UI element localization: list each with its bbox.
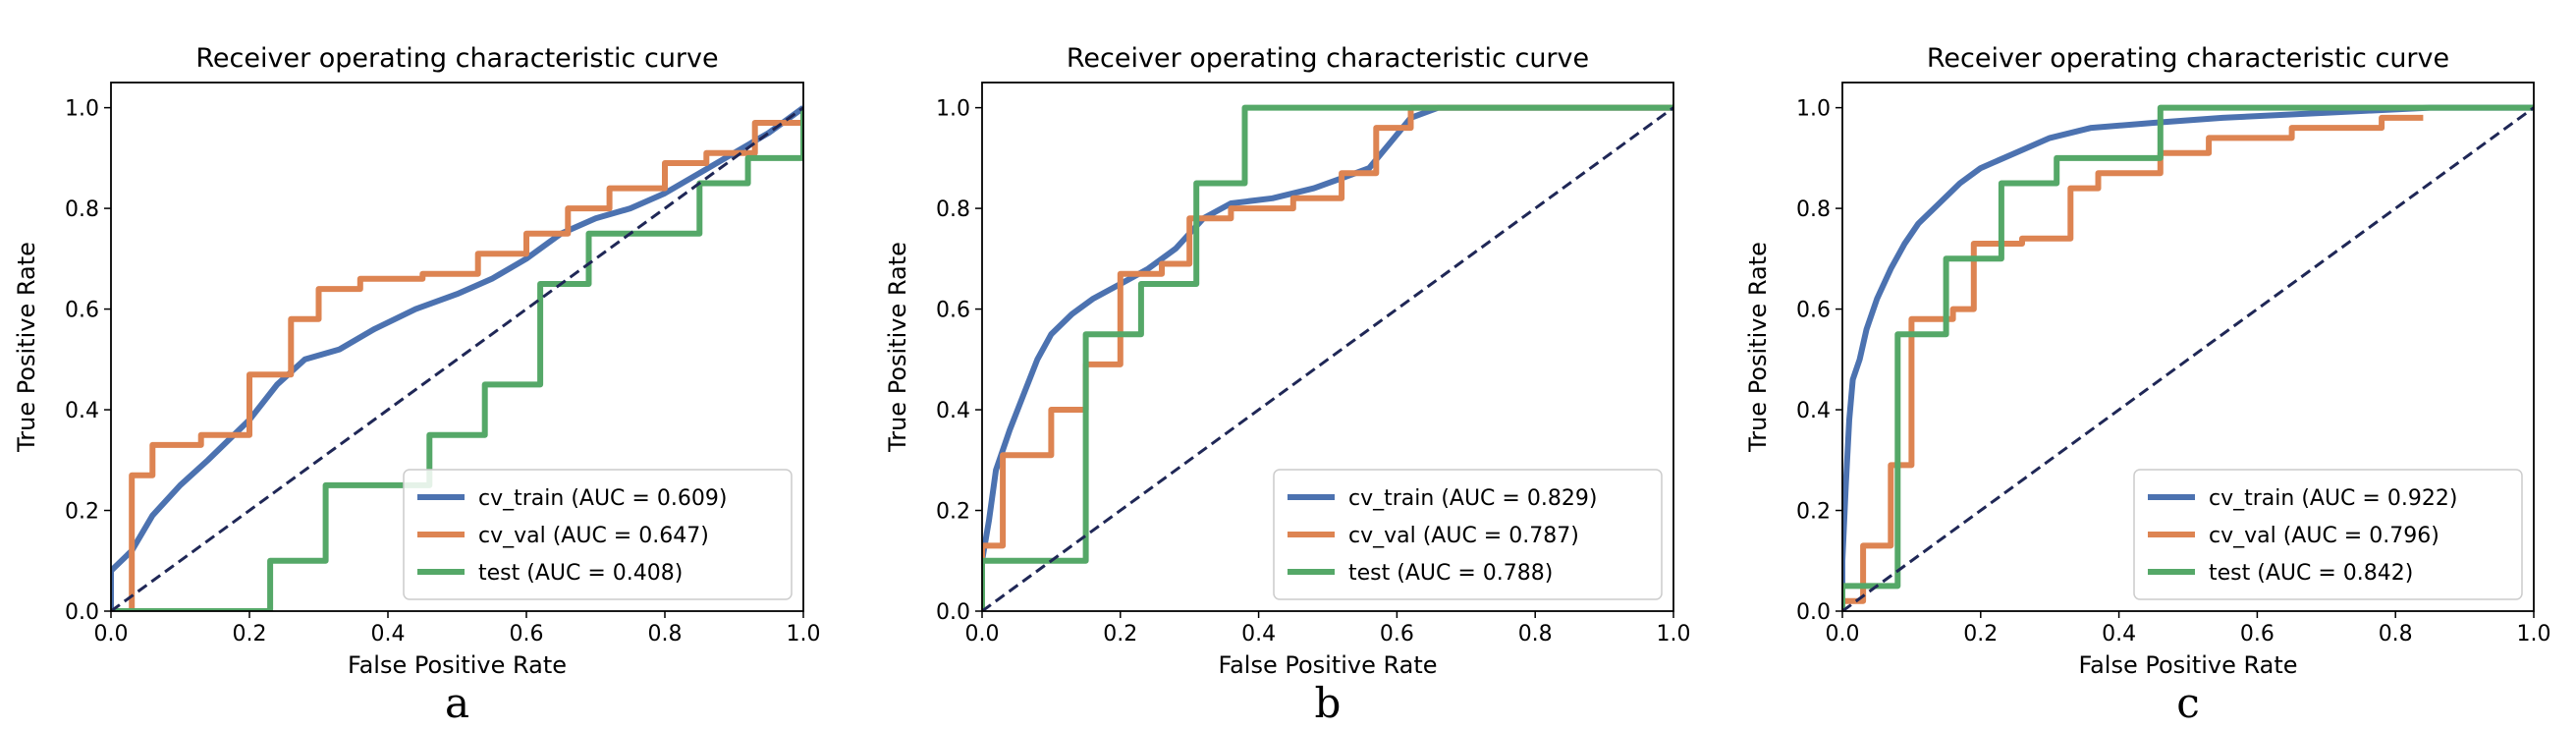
chance-diagonal-line [1842, 106, 2534, 611]
roc-line-test [111, 107, 803, 611]
y-tick-label: 1.0 [936, 97, 970, 122]
x-tick-label: 0.4 [371, 622, 406, 647]
chance-diagonal-line [111, 106, 803, 611]
y-axis-label: True Positive Rate [1744, 242, 1772, 453]
chart-title: Receiver operating characteristic curve [1927, 43, 2449, 74]
y-tick-label: 0.0 [936, 600, 970, 625]
y-tick-label: 0.8 [1796, 197, 1831, 222]
y-tick-label: 0.2 [1796, 500, 1831, 525]
y-tick-label: 1.0 [65, 97, 99, 122]
legend-label-test: test (AUC = 0.842) [2209, 561, 2413, 586]
roc-line-cv_val [1842, 114, 2424, 611]
legend-label-cv_train: cv_train (AUC = 0.829) [1348, 486, 1597, 511]
legend: cv_train (AUC = 0.922) cv_val (AUC = 0.79… [2133, 469, 2523, 600]
x-tick-label: 0.6 [1380, 622, 1414, 647]
y-tick-label: 0.6 [936, 299, 970, 323]
y-tick-label: 0.4 [936, 399, 970, 423]
chance-diagonal-line [982, 106, 1673, 611]
y-tick-label: 0.4 [65, 399, 99, 423]
y-tick-label: 0.2 [65, 500, 99, 525]
x-tick-label: 1.0 [787, 622, 821, 647]
roc-line-cv_train [982, 104, 1673, 611]
plot-area [1842, 104, 2534, 611]
y-tick-label: 0.6 [1796, 299, 1831, 323]
x-tick-label: 0.4 [1241, 622, 1276, 647]
x-axis-label: False Positive Rate [1218, 651, 1437, 679]
x-tick-label: 1.0 [1657, 622, 1691, 647]
y-tick-label: 0.2 [936, 500, 970, 525]
legend-label-cv_train: cv_train (AUC = 0.609) [478, 486, 727, 511]
legend-label-test: test (AUC = 0.788) [1348, 561, 1553, 586]
y-tick-label: 0.4 [1796, 399, 1831, 423]
roc-panel-b: Receiver operating characteristic curve 0… [884, 43, 1691, 727]
axes-frame [110, 82, 804, 612]
y-tick-label: 0.0 [1796, 600, 1831, 625]
roc-line-cv_val [111, 107, 803, 611]
y-tick-label: 1.0 [1796, 97, 1831, 122]
x-tick-label: 0.2 [233, 622, 267, 647]
roc-panel-c: Receiver operating characteristic curve 0… [1744, 43, 2551, 727]
plot-area [111, 105, 803, 611]
legend-box [1273, 469, 1663, 600]
x-axis-label: False Positive Rate [348, 651, 567, 679]
chart-title: Receiver operating characteristic curve [1067, 43, 1589, 74]
roc-line-test [1842, 104, 2534, 611]
x-tick-label: 0.8 [648, 622, 683, 647]
x-axis-label: False Positive Rate [2078, 651, 2297, 679]
legend-box [403, 469, 793, 600]
roc-line-cv_train [1842, 104, 2534, 611]
panel-label: a [445, 679, 469, 727]
x-tick-label: 0.6 [2240, 622, 2275, 647]
y-axis-label: True Positive Rate [13, 242, 40, 453]
chart-title: Receiver operating characteristic curve [195, 43, 718, 74]
plot-area [982, 104, 1673, 611]
roc-line-cv_train [111, 105, 803, 611]
x-tick-label: 0.6 [510, 622, 544, 647]
y-tick-label: 0.8 [936, 197, 970, 222]
legend: cv_train (AUC = 0.829) cv_val (AUC = 0.78… [1273, 469, 1663, 600]
x-tick-label: 0.0 [965, 622, 1000, 647]
legend-label-cv_train: cv_train (AUC = 0.922) [2209, 486, 2457, 511]
axes-frame [1841, 82, 2535, 612]
x-tick-label: 0.0 [1826, 622, 1860, 647]
x-tick-label: 0.0 [94, 622, 129, 647]
x-tick-label: 0.8 [2379, 622, 2413, 647]
legend-label-cv_val: cv_val (AUC = 0.796) [2209, 524, 2439, 548]
x-tick-label: 0.4 [2102, 622, 2136, 647]
legend-label-cv_val: cv_val (AUC = 0.647) [478, 524, 709, 548]
axes-frame [981, 82, 1674, 612]
y-tick-label: 0.0 [65, 600, 99, 625]
x-tick-label: 0.2 [1103, 622, 1137, 647]
x-tick-label: 0.2 [1963, 622, 1998, 647]
x-tick-label: 0.8 [1518, 622, 1553, 647]
legend-label-test: test (AUC = 0.408) [478, 561, 683, 586]
panel-label: b [1315, 679, 1342, 727]
legend: cv_train (AUC = 0.609) cv_val (AUC = 0.64… [403, 469, 793, 600]
legend-box [2133, 469, 2523, 600]
panel-label: c [2176, 679, 2200, 727]
y-tick-label: 0.6 [65, 299, 99, 323]
y-axis-label: True Positive Rate [884, 242, 911, 453]
legend-label-cv_val: cv_val (AUC = 0.787) [1348, 524, 1579, 548]
roc-panel-a: Receiver operating characteristic curve 0… [13, 43, 821, 727]
x-tick-label: 1.0 [2517, 622, 2551, 647]
roc-line-cv_val [982, 104, 1673, 611]
y-tick-label: 0.8 [65, 197, 99, 222]
